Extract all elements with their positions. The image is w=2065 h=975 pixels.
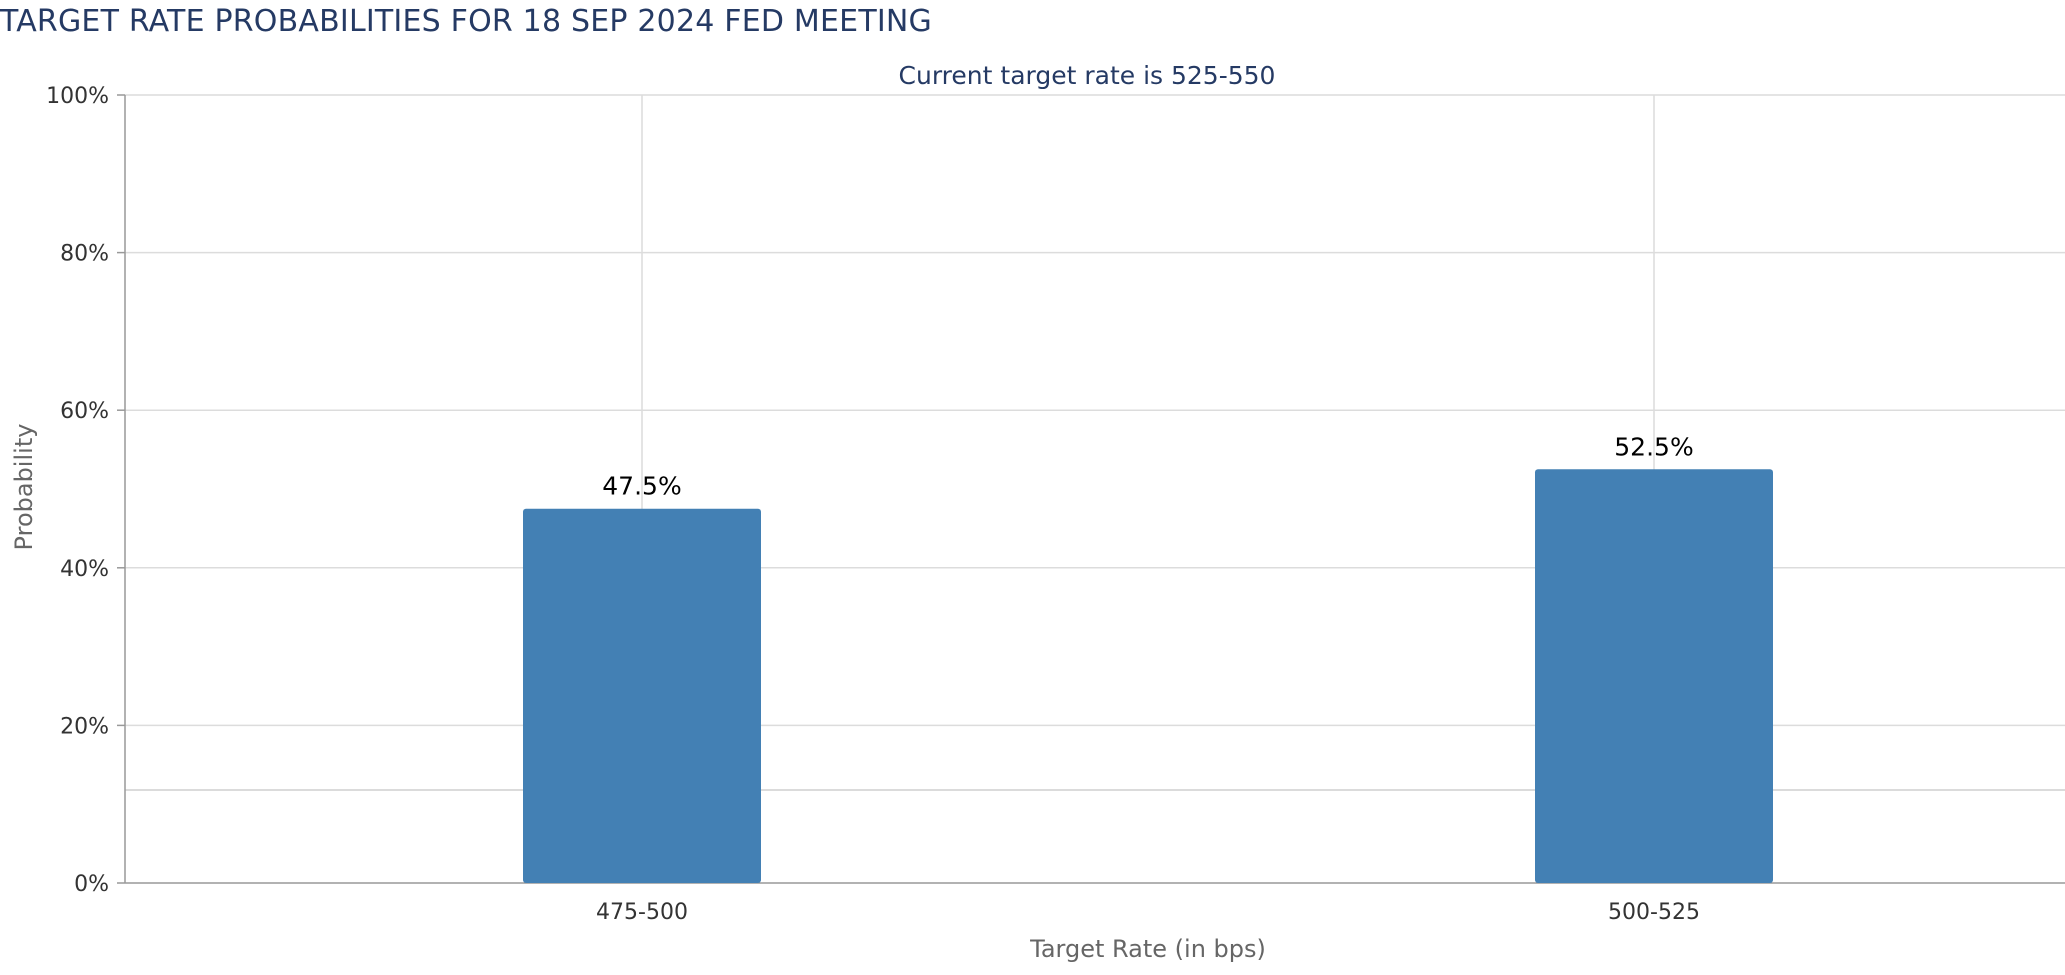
data-labels: 47.5% 52.5% bbox=[602, 432, 1693, 500]
y-tick-label: 100% bbox=[46, 84, 109, 109]
x-tick-label: 500-525 bbox=[1608, 900, 1700, 925]
data-label: 47.5% bbox=[602, 472, 681, 501]
grid-lines bbox=[125, 94, 2065, 883]
y-tick-label: 0% bbox=[74, 872, 109, 897]
chart-subtitle: Current target rate is 525-550 bbox=[899, 61, 1276, 90]
y-tick-label: 60% bbox=[60, 399, 109, 424]
y-tick-label: 20% bbox=[60, 714, 109, 739]
x-axis-title: Target Rate (in bps) bbox=[1029, 935, 1266, 963]
bar[interactable] bbox=[523, 508, 761, 883]
x-tick-label: 475-500 bbox=[596, 900, 688, 925]
bars bbox=[523, 469, 1773, 883]
chart-axes: 0% 20% 40% 60% 80% 100% 475-500 500-525 bbox=[46, 84, 2065, 925]
data-label: 52.5% bbox=[1614, 432, 1693, 461]
bar[interactable] bbox=[1535, 469, 1773, 883]
page-title: TARGET RATE PROBABILITIES FOR 18 SEP 202… bbox=[0, 4, 932, 39]
y-tick-label: 80% bbox=[60, 242, 109, 267]
y-tick-label: 40% bbox=[60, 557, 109, 582]
y-axis-title: Probability bbox=[10, 424, 38, 551]
